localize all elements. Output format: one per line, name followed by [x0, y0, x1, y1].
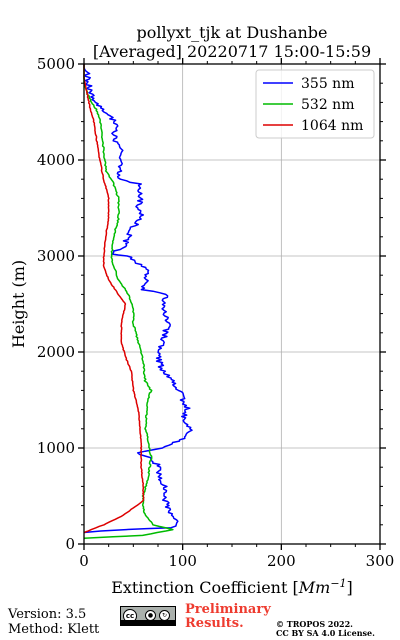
- y-axis-label: Height (m): [9, 260, 28, 348]
- x-axis-label: Extinction Coefficient [Mm−1]: [111, 577, 353, 597]
- x-tick-label: 100: [168, 552, 197, 570]
- series-line-1064-nm: [83, 64, 145, 534]
- x-axis-label-unit: Mm: [298, 578, 331, 597]
- preliminary-line1: Preliminary: [185, 602, 271, 617]
- x-axis-label-exponent: −1: [330, 577, 346, 590]
- legend-label-355: 355 nm: [301, 76, 354, 92]
- legend: 355 nm 532 nm 1064 nm: [255, 69, 375, 139]
- series-line-355-nm: [83, 64, 193, 534]
- y-tick-label: 5000: [37, 55, 75, 73]
- x-tick-label: 0: [79, 552, 89, 570]
- y-tick-label: 3000: [37, 247, 75, 265]
- legend-label-532: 532 nm: [301, 97, 354, 113]
- chart-title-line2: [Averaged] 20220717 15:00-15:59: [93, 42, 371, 61]
- extinction-profile-chart: pollyxt_tjk at Dushanbe [Averaged] 20220…: [9, 23, 395, 597]
- copyright-line1: © TROPOS 2022.: [276, 619, 353, 629]
- x-axis-label-text: Extinction Coefficient [: [111, 578, 299, 597]
- y-tick-label: 4000: [37, 151, 75, 169]
- method-text: Method: Klett: [8, 622, 100, 637]
- preliminary-notice: Preliminary Results.: [185, 603, 271, 631]
- y-tick-label: 0: [65, 535, 75, 553]
- chart-series: [83, 64, 193, 539]
- chart-title-line1: pollyxt_tjk at Dushanbe: [136, 23, 327, 42]
- copyright-line2: CC BY SA 4.0 License.: [276, 628, 375, 638]
- version-text: Version: 3.5: [8, 607, 87, 622]
- cc-badge-bar: [121, 620, 175, 625]
- x-axis-label-end: ]: [347, 578, 353, 597]
- legend-label-1064: 1064 nm: [301, 118, 363, 134]
- preliminary-line2: Results.: [185, 616, 244, 631]
- y-tick-label: 2000: [37, 343, 75, 361]
- legend-box: [255, 69, 375, 139]
- x-tick-label: 200: [267, 552, 296, 570]
- series-line-532-nm: [83, 64, 174, 539]
- x-tick-label: 300: [366, 552, 395, 570]
- y-tick-label: 1000: [37, 439, 75, 457]
- cc-license-badge: cc ● ↻: [120, 606, 176, 626]
- copyright-notice: © TROPOS 2022. CC BY SA 4.0 License.: [276, 620, 375, 638]
